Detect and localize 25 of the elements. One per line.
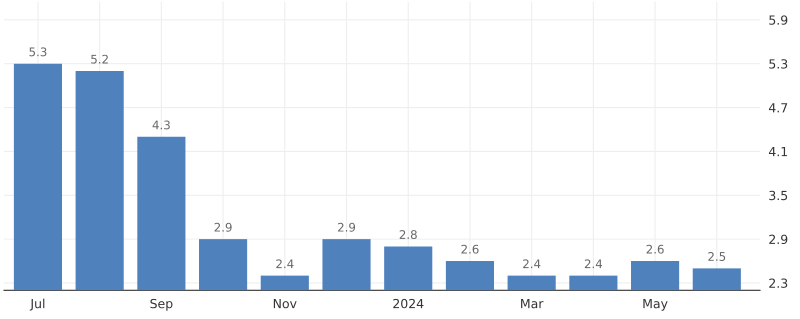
y-tick-label: 3.5 bbox=[769, 190, 788, 200]
data-label: 2.5 bbox=[708, 252, 726, 261]
data-label: 2.4 bbox=[584, 259, 602, 268]
x-tick-label: Mar bbox=[521, 299, 544, 308]
data-label: 2.6 bbox=[646, 244, 664, 254]
y-tick-label: 4.1 bbox=[768, 147, 788, 156]
data-label: 2.9 bbox=[214, 222, 232, 232]
y-tick-label: 2.9 bbox=[769, 234, 788, 244]
data-label: 5.2 bbox=[91, 54, 108, 64]
data-label: 4.3 bbox=[152, 120, 170, 130]
y-tick-label: 5.3 bbox=[769, 59, 788, 69]
x-tick-label: Jul bbox=[30, 298, 44, 311]
data-label: 2.8 bbox=[400, 230, 417, 240]
data-label: 2.4 bbox=[276, 259, 294, 268]
data-label: 2.9 bbox=[338, 222, 356, 232]
data-label: 2.6 bbox=[461, 244, 479, 254]
y-tick-label: 4.7 bbox=[768, 103, 788, 112]
y-tick-label: 5.9 bbox=[769, 15, 788, 25]
data-label: 2.4 bbox=[523, 259, 540, 268]
y-tick-label: 2.3 bbox=[769, 278, 788, 288]
x-tick-label: May bbox=[643, 299, 668, 311]
x-tick-label: 2024 bbox=[393, 298, 424, 308]
x-tick-label: Nov bbox=[274, 299, 297, 308]
x-tick-label: Sep bbox=[150, 298, 172, 311]
data-label: 5.3 bbox=[29, 47, 46, 56]
